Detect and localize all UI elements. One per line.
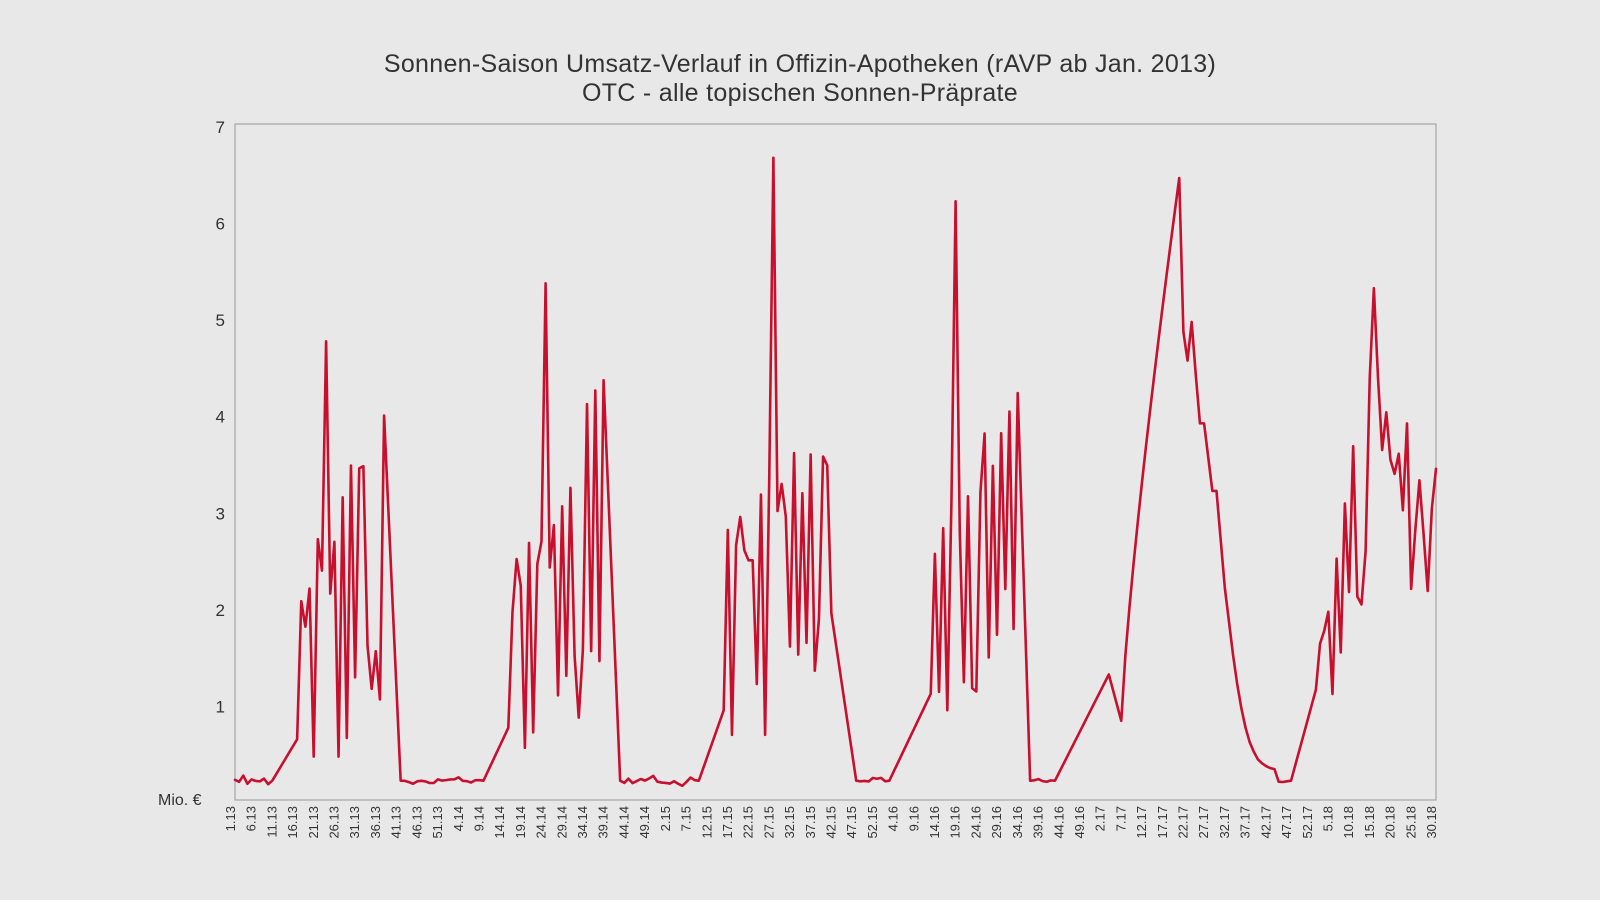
- svg-text:39.16: 39.16: [1031, 806, 1046, 839]
- svg-text:47.15: 47.15: [844, 806, 859, 839]
- svg-text:10.18: 10.18: [1341, 806, 1356, 839]
- svg-text:29.14: 29.14: [554, 806, 569, 839]
- svg-text:34.16: 34.16: [1010, 806, 1025, 839]
- svg-text:17.17: 17.17: [1155, 806, 1170, 839]
- svg-text:27.17: 27.17: [1196, 806, 1211, 839]
- svg-text:9.16: 9.16: [906, 806, 921, 831]
- svg-text:22.17: 22.17: [1176, 806, 1191, 839]
- svg-text:26.13: 26.13: [327, 806, 342, 839]
- svg-text:22.15: 22.15: [741, 806, 756, 839]
- svg-text:4.14: 4.14: [451, 806, 466, 831]
- svg-text:21.13: 21.13: [306, 806, 321, 839]
- svg-text:12.15: 12.15: [699, 806, 714, 839]
- svg-text:4.16: 4.16: [886, 806, 901, 831]
- svg-text:51.13: 51.13: [430, 806, 445, 839]
- svg-text:30.18: 30.18: [1424, 806, 1439, 839]
- svg-text:19.14: 19.14: [513, 806, 528, 839]
- svg-text:31.13: 31.13: [347, 806, 362, 839]
- svg-text:41.13: 41.13: [389, 806, 404, 839]
- svg-text:1: 1: [216, 697, 225, 716]
- svg-text:44.16: 44.16: [1051, 806, 1066, 839]
- svg-text:29.16: 29.16: [989, 806, 1004, 839]
- svg-text:52.17: 52.17: [1300, 806, 1315, 839]
- svg-text:24.14: 24.14: [534, 806, 549, 839]
- svg-text:46.13: 46.13: [409, 806, 424, 839]
- svg-text:42.17: 42.17: [1258, 806, 1273, 839]
- svg-text:6: 6: [216, 215, 225, 234]
- svg-text:5: 5: [216, 311, 225, 330]
- svg-text:14.16: 14.16: [927, 806, 942, 839]
- svg-text:6.13: 6.13: [244, 806, 259, 831]
- svg-text:37.15: 37.15: [803, 806, 818, 839]
- svg-text:34.14: 34.14: [575, 806, 590, 839]
- svg-text:42.15: 42.15: [824, 806, 839, 839]
- svg-text:5.18: 5.18: [1320, 806, 1335, 831]
- svg-text:17.15: 17.15: [720, 806, 735, 839]
- svg-text:15.18: 15.18: [1362, 806, 1377, 839]
- svg-text:39.14: 39.14: [596, 806, 611, 839]
- svg-text:4: 4: [216, 408, 225, 427]
- svg-text:12.17: 12.17: [1134, 806, 1149, 839]
- svg-text:32.15: 32.15: [782, 806, 797, 839]
- svg-text:2.17: 2.17: [1093, 806, 1108, 831]
- svg-text:14.14: 14.14: [492, 806, 507, 839]
- svg-text:49.16: 49.16: [1072, 806, 1087, 839]
- svg-text:7: 7: [216, 118, 225, 137]
- svg-text:32.17: 32.17: [1217, 806, 1232, 839]
- svg-text:16.13: 16.13: [285, 806, 300, 839]
- svg-text:27.15: 27.15: [761, 806, 776, 839]
- svg-text:24.16: 24.16: [968, 806, 983, 839]
- svg-text:9.14: 9.14: [471, 806, 486, 831]
- svg-text:44.14: 44.14: [616, 806, 631, 839]
- svg-text:2.15: 2.15: [658, 806, 673, 831]
- svg-text:1.13: 1.13: [223, 806, 238, 831]
- svg-text:2: 2: [216, 601, 225, 620]
- svg-text:11.13: 11.13: [264, 806, 279, 838]
- svg-text:7.15: 7.15: [679, 806, 694, 831]
- svg-text:49.14: 49.14: [637, 806, 652, 839]
- svg-text:20.18: 20.18: [1383, 806, 1398, 839]
- svg-text:47.17: 47.17: [1279, 806, 1294, 839]
- svg-text:3: 3: [216, 504, 225, 523]
- svg-text:7.17: 7.17: [1113, 806, 1128, 831]
- svg-text:25.18: 25.18: [1403, 806, 1418, 839]
- svg-text:19.16: 19.16: [948, 806, 963, 839]
- svg-text:52.15: 52.15: [865, 806, 880, 839]
- svg-text:36.13: 36.13: [368, 806, 383, 839]
- svg-text:37.17: 37.17: [1238, 806, 1253, 839]
